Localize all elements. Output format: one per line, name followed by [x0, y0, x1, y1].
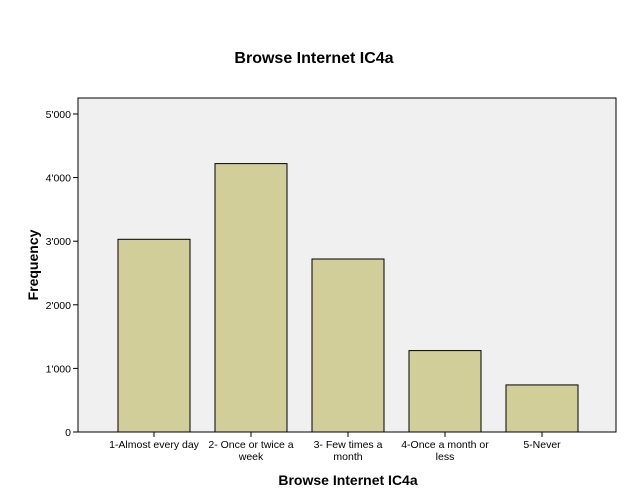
- x-category-label: 1-Almost every day: [109, 439, 200, 451]
- bar-5: [505, 384, 579, 433]
- y-tick-label: 1'000: [46, 363, 72, 375]
- x-category-label-line: 3- Few times a: [314, 439, 383, 451]
- x-category-label: 3- Few times a month: [314, 439, 383, 463]
- plot-frame: [77, 97, 617, 433]
- x-axis: 1-Almost every day 2- Once or twice a week…: [109, 432, 561, 463]
- x-category-label-line: 5-Never: [523, 439, 561, 451]
- bar-2: [214, 163, 288, 433]
- bar-1: [117, 238, 191, 433]
- y-tick-label: 5'000: [46, 109, 72, 121]
- x-category-label-line: 2- Once or twice a: [208, 439, 293, 451]
- y-tick-label: 3'000: [46, 236, 72, 248]
- x-axis-title: Browse Internet IC4a: [278, 472, 417, 488]
- x-category-label: 2- Once or twice a week: [208, 439, 293, 463]
- bars-group: [117, 163, 579, 433]
- y-axis: 0 1'000 2'000 3'000 4'000 5'000: [46, 109, 78, 439]
- y-tick-label: 4'000: [46, 173, 72, 185]
- y-tick-label: 0: [65, 427, 71, 439]
- bar-3: [311, 258, 385, 433]
- y-tick-label: 2'000: [46, 300, 72, 312]
- x-category-label-line: week: [238, 451, 264, 463]
- chart-title: Browse Internet IC4a: [234, 50, 393, 67]
- x-category-label-line: month: [333, 451, 362, 463]
- x-category-label-line: 4-Once a month or: [401, 439, 489, 451]
- y-axis-title: Frequency: [25, 229, 41, 300]
- x-category-label-line: 1-Almost every day: [109, 439, 200, 451]
- x-category-label-line: less: [436, 451, 455, 463]
- x-category-label: 4-Once a month or less: [401, 439, 489, 463]
- bar-4: [408, 350, 482, 433]
- x-category-label: 5-Never: [523, 439, 561, 451]
